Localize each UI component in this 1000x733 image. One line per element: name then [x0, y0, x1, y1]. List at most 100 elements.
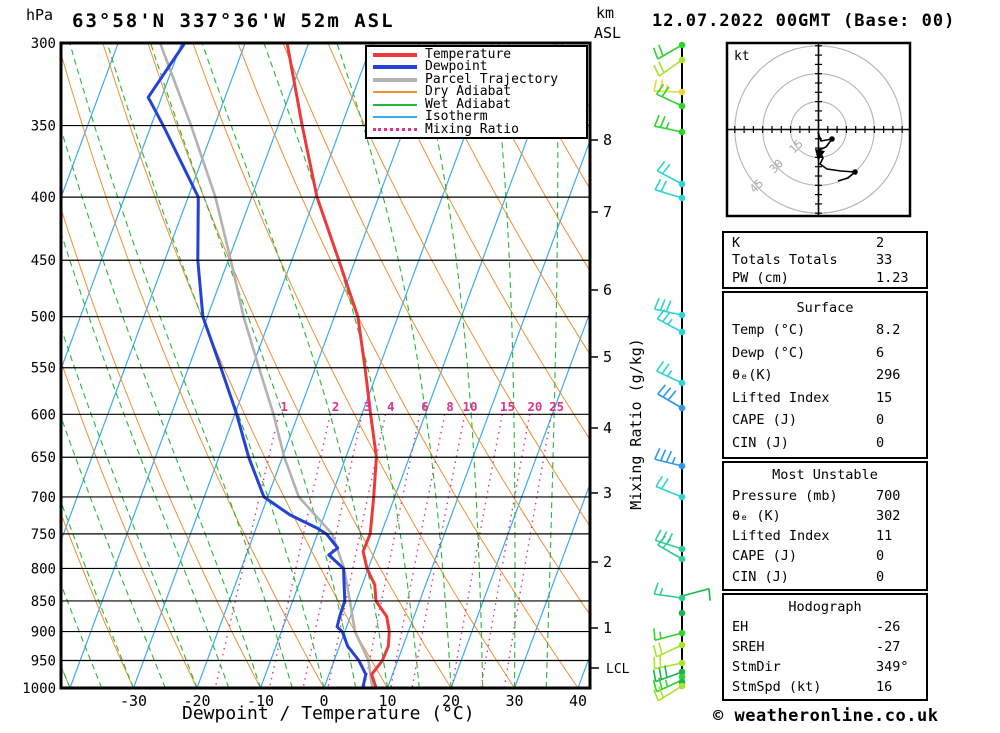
row-label: SREH	[732, 639, 765, 655]
wind-barb	[653, 114, 683, 133]
row-label: Totals Totals	[732, 252, 838, 268]
legend-item-dewpoint: Dewpoint	[373, 60, 586, 73]
km-tick-label: 5	[603, 348, 612, 366]
legend-label: Temperature	[425, 46, 512, 62]
wind-dot	[678, 629, 686, 637]
row-value: 302	[876, 507, 901, 524]
row-label: Lifted Index	[732, 528, 830, 545]
row-value: 33	[876, 252, 893, 268]
row-value: 0	[876, 548, 885, 565]
legend-label: Wet Adiabat	[425, 96, 512, 112]
table-header: Most Unstable	[772, 467, 878, 484]
legend-label: Mixing Ratio	[425, 121, 519, 137]
mixing-ratio-value-label: 6	[421, 399, 429, 414]
wind-barb	[655, 475, 683, 498]
wind-barb	[652, 677, 683, 693]
wind-barb	[653, 59, 683, 77]
pressure-tick-label: 450	[31, 253, 56, 269]
legend-box: Temperature Dewpoint Parcel Trajectory Dry …	[365, 45, 588, 139]
table-row: CIN (J) 0	[724, 435, 926, 451]
databox-indices: K 2 Totals Totals 33 PW (cm) 1.23	[722, 231, 928, 289]
mixing-ratio-value-label: 1	[280, 399, 288, 414]
x-axis-label: Dewpoint / Temperature (°C)	[182, 703, 475, 724]
legend-item-parcel-trajectory: Parcel Trajectory	[373, 73, 586, 86]
km-tick-label: 1	[603, 619, 612, 637]
wind-dot	[678, 682, 686, 690]
row-label: CIN (J)	[732, 568, 789, 585]
km-tick-label: 7	[603, 203, 612, 221]
wind-dot	[678, 493, 686, 501]
pressure-axis-unit: hPa	[26, 6, 54, 24]
row-value: 15	[876, 389, 893, 406]
table-row: θₑ(K) 296	[724, 367, 926, 383]
wind-dot	[678, 668, 686, 676]
wind-dot	[678, 194, 686, 202]
row-value: 296	[876, 367, 901, 383]
hodograph-trace-dot	[852, 169, 858, 175]
legend-label: Dry Adiabat	[425, 84, 512, 99]
row-value: 0	[876, 434, 885, 451]
pressure-tick-label: 950	[31, 654, 56, 670]
km-tick-label: 4	[603, 419, 612, 437]
row-label: θₑ (K)	[732, 507, 781, 524]
dewpoint-curve	[146, 43, 368, 688]
mixing-ratio-value-label: 8	[446, 399, 454, 414]
mixing-ratio-value-label: 20	[527, 399, 542, 414]
legend-item-wet-adiabat: Wet Adiabat	[373, 96, 586, 112]
wind-barb	[654, 178, 683, 199]
row-label: StmDir	[732, 659, 781, 675]
pressure-tick-label: 300	[31, 36, 56, 52]
table-row: CAPE (J) 0	[724, 412, 926, 428]
row-label: Temp (°C)	[732, 322, 806, 338]
km-tick-label: 8	[603, 131, 612, 149]
x-tick-label: -30	[120, 692, 147, 710]
x-tick-label: -20	[183, 692, 210, 710]
legend-line-sample	[373, 77, 417, 82]
km-tick-label: 2	[603, 553, 612, 571]
height-axis: 8 7 6 5 4 3 2 1 LCL	[590, 131, 630, 677]
mixing-ratio-value-label: 10	[462, 399, 477, 414]
legend-item-mixing-ratio: Mixing Ratio	[373, 121, 586, 137]
pressure-tick-label: 800	[31, 561, 56, 577]
table-row: SREH -27	[724, 639, 926, 655]
wind-barb	[655, 83, 683, 107]
wind-barb	[656, 308, 683, 333]
legend-line-sample	[373, 91, 417, 93]
wind-dot	[678, 609, 686, 617]
legend-line-sample	[373, 128, 417, 131]
copyright-label: © weatheronline.co.uk	[713, 706, 939, 726]
row-value: 0	[876, 412, 885, 428]
wind-barb	[653, 685, 683, 702]
pressure-tick-label: 650	[31, 450, 56, 466]
km-tick-label: 3	[603, 484, 612, 502]
row-value: 700	[876, 487, 901, 504]
right-axis-label: Mixing Ratio (g/kg)	[627, 338, 645, 510]
x-tick-label: 20	[442, 692, 460, 710]
table-row: CIN (J) 0	[724, 569, 926, 585]
pressure-tick-label: 500	[31, 310, 56, 326]
pressure-tick-label: 400	[31, 190, 56, 206]
row-label: StmSpd (kt)	[732, 679, 822, 695]
wind-barb	[657, 384, 683, 409]
row-label: Pressure (mb)	[732, 487, 838, 504]
pressure-tick-label: 700	[31, 490, 56, 506]
legend-line-sample	[373, 103, 417, 106]
wind-dot	[678, 88, 686, 96]
wind-dot	[678, 41, 686, 49]
height-axis-unit-asl: ASL	[594, 24, 622, 42]
wind-barb	[653, 655, 683, 670]
row-value: -27	[876, 639, 901, 655]
pressure-tick-label: 900	[31, 625, 56, 641]
wind-barb	[656, 160, 683, 185]
hodograph-unit-label: kt	[734, 49, 750, 64]
wind-dot	[678, 102, 686, 110]
row-value: 349°	[876, 659, 909, 675]
isotherm-lines	[61, 43, 590, 688]
row-label: θₑ(K)	[732, 367, 773, 383]
mixing-ratio-value-label: 25	[549, 399, 564, 414]
table-row: CAPE (J) 0	[724, 548, 926, 564]
table-header: Surface	[796, 299, 854, 316]
wind-barb	[652, 44, 683, 60]
